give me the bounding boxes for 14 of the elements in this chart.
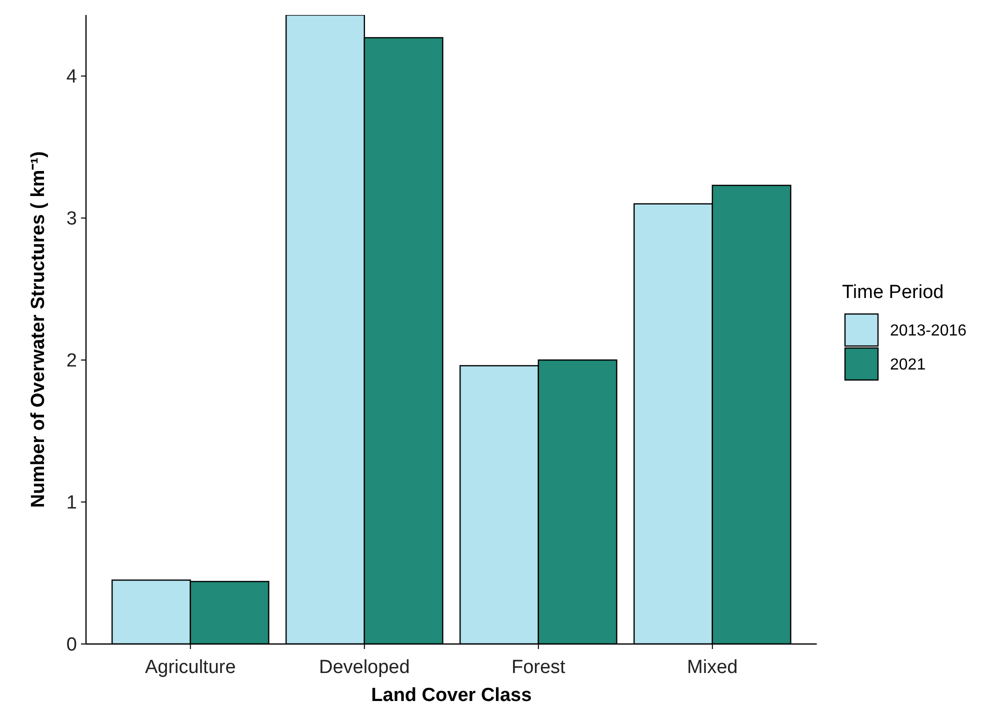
legend-title: Time Period xyxy=(842,282,944,303)
legend-label: 2021 xyxy=(890,356,926,374)
x-tick-label: Agriculture xyxy=(144,657,236,678)
x-tick-label: Mixed xyxy=(687,657,738,678)
x-axis-title: Land Cover Class xyxy=(371,685,532,702)
y-axis-title: Number of Overwater Structures ( km⁻¹) xyxy=(28,151,49,508)
y-tick-label: 0 xyxy=(66,634,77,656)
legend-label: 2013-2016 xyxy=(890,322,967,340)
y-tick-label: 3 xyxy=(66,208,77,230)
x-tick-label: Developed xyxy=(318,657,410,678)
y-tick-label: 2 xyxy=(66,350,77,372)
y-tick-label: 1 xyxy=(66,492,77,514)
y-tick-label: 4 xyxy=(66,66,78,88)
x-tick-label: Forest xyxy=(511,657,566,678)
